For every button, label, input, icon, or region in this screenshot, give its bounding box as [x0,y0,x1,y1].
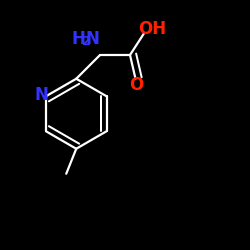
Text: N: N [86,30,100,48]
Text: N: N [34,86,48,104]
Text: H: H [72,30,86,48]
Text: 2: 2 [82,35,90,48]
Text: O: O [129,76,143,94]
Text: OH: OH [138,20,166,38]
